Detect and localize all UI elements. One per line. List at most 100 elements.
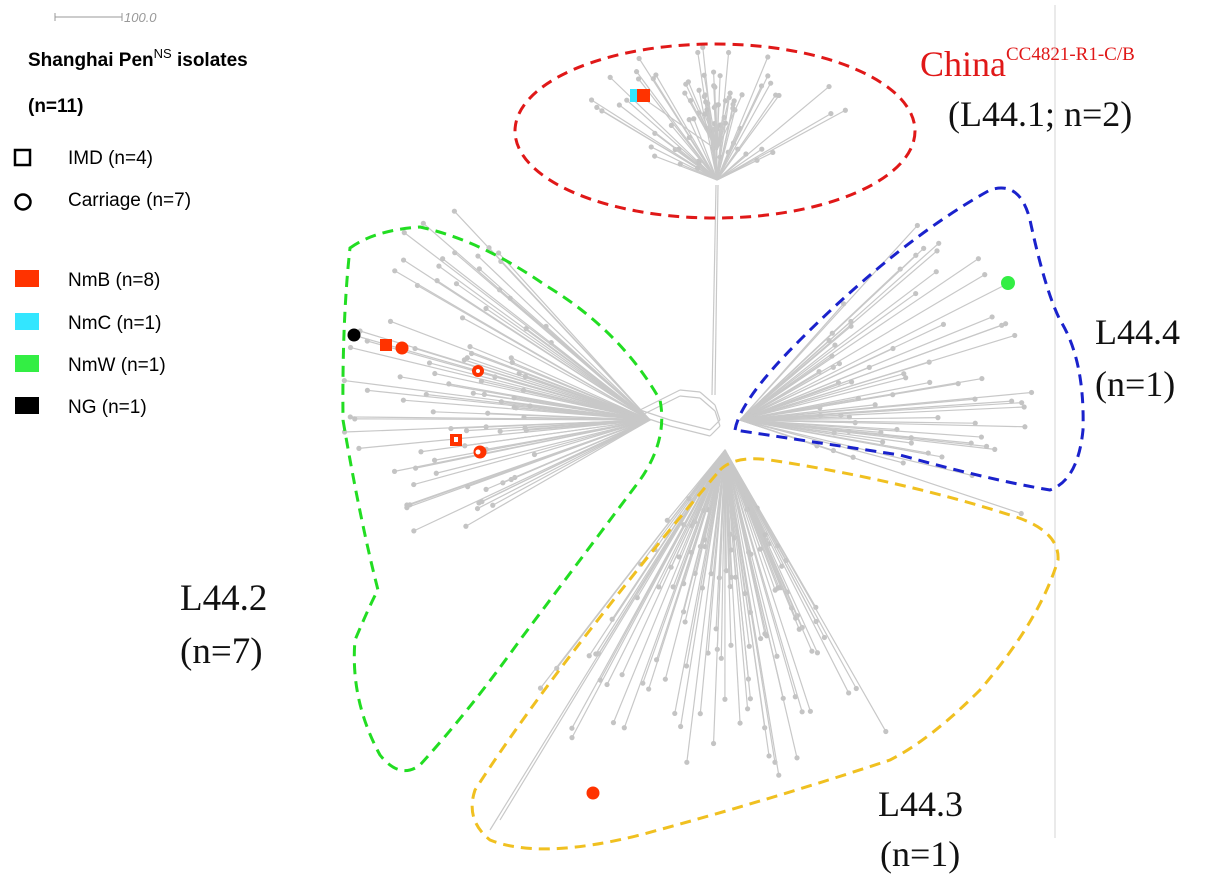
tree-tip	[955, 381, 961, 387]
tree-tip	[446, 381, 452, 387]
tree-tip	[451, 208, 457, 214]
tree-tip	[807, 708, 813, 714]
tree-branch	[511, 357, 651, 421]
tree-tip	[722, 98, 729, 104]
tree-tip	[848, 318, 854, 325]
tree-branch	[688, 119, 718, 181]
tree-tip	[420, 220, 426, 226]
tree-tip	[407, 502, 413, 508]
tree-tip	[914, 222, 920, 229]
tree-tip	[432, 370, 438, 377]
isolate-nmb-imd-marker	[637, 89, 650, 102]
tree-branch	[477, 419, 651, 510]
tree-branch	[724, 449, 803, 712]
tree-tip	[412, 345, 418, 352]
tree-tip	[400, 397, 406, 403]
tree-branch	[716, 75, 769, 181]
tree-tip	[759, 146, 765, 152]
tree-branch	[703, 75, 718, 151]
tree-tip	[490, 502, 496, 508]
tree-branch	[739, 417, 938, 421]
tree-tip	[1012, 332, 1018, 339]
tree-tip	[908, 440, 914, 446]
tree-tip	[397, 374, 403, 380]
tree-tip	[392, 268, 398, 274]
network-core-edge	[669, 425, 691, 432]
tree-branch	[724, 449, 780, 776]
tree-tip	[352, 416, 358, 422]
tree-tip	[792, 694, 798, 700]
tree-branch	[611, 449, 726, 620]
tree-tip	[713, 626, 719, 632]
scale-bar-label: 100.0	[124, 10, 157, 25]
tree-tip	[467, 344, 473, 350]
tree-tip	[1022, 424, 1028, 430]
tree-branch	[456, 283, 651, 421]
tree-branch	[739, 258, 979, 421]
tree-tip	[737, 720, 743, 726]
cluster-outline-l44-1	[513, 42, 917, 220]
tree-tip	[401, 230, 407, 236]
tree-tip	[356, 445, 362, 451]
tree-branch	[509, 297, 651, 421]
tree-branch	[739, 284, 1006, 421]
cluster-count-l44-3: (n=1)	[880, 834, 960, 874]
tree-branch	[739, 373, 904, 421]
tree-tip	[828, 110, 834, 117]
tree-branch	[492, 419, 651, 506]
tree-tip	[479, 499, 485, 505]
tree-tip	[448, 425, 454, 432]
tree-branch	[739, 398, 976, 421]
tree-tip	[668, 122, 674, 128]
tree-tip	[436, 263, 442, 269]
tree-tip	[765, 73, 771, 79]
tree-tip	[702, 537, 708, 543]
tree-tip	[699, 585, 706, 591]
tree-tip	[468, 350, 475, 357]
circle-outline-icon	[14, 193, 32, 211]
tree-tip	[766, 753, 772, 759]
tree-tip	[400, 257, 407, 263]
tree-branch	[612, 449, 726, 723]
tree-tip	[968, 440, 974, 446]
tree-branch	[724, 449, 768, 636]
nmc-swatch	[15, 313, 39, 330]
network-core-edge	[714, 404, 721, 421]
network-core-edge	[699, 391, 716, 406]
network-core-edge	[709, 419, 721, 431]
tree-tip	[799, 709, 805, 715]
tree-tip	[464, 355, 470, 361]
tree-tip	[520, 387, 527, 393]
tree-tip	[780, 695, 786, 701]
tree-branch	[467, 419, 651, 488]
tree-tip	[474, 505, 481, 512]
tree-branch	[716, 82, 772, 181]
tree-tip	[972, 396, 978, 402]
tree-branch	[453, 210, 651, 421]
tree-tip	[686, 496, 692, 502]
tree-tip	[850, 454, 856, 460]
tree-tip	[757, 546, 763, 552]
tree-branch	[530, 405, 651, 421]
tree-branch	[650, 146, 718, 181]
tree-tip	[900, 460, 906, 466]
tree-branch	[514, 397, 651, 421]
cluster-outline-l44-3	[470, 457, 1060, 851]
isolate-nmb-carriage-marker	[395, 341, 409, 355]
isolate-markers	[347, 89, 1015, 800]
legend-nmc-label: NmC (n=1)	[68, 313, 161, 334]
isolate-nmb-carriage-marker	[586, 786, 600, 800]
tree-tip	[866, 364, 872, 370]
tree-tip	[662, 676, 668, 682]
tree-branch	[724, 449, 850, 694]
tree-tip	[459, 315, 466, 321]
tree-branch	[724, 449, 750, 647]
tree-tip	[775, 585, 781, 591]
tree-tip	[733, 574, 739, 580]
tree-branch	[739, 325, 852, 421]
tree-branch	[716, 109, 846, 181]
tree-tip	[722, 696, 728, 702]
isolate-nmw-carriage-marker	[1001, 276, 1015, 290]
tree-tip	[412, 465, 419, 471]
tree-branch	[713, 72, 718, 151]
